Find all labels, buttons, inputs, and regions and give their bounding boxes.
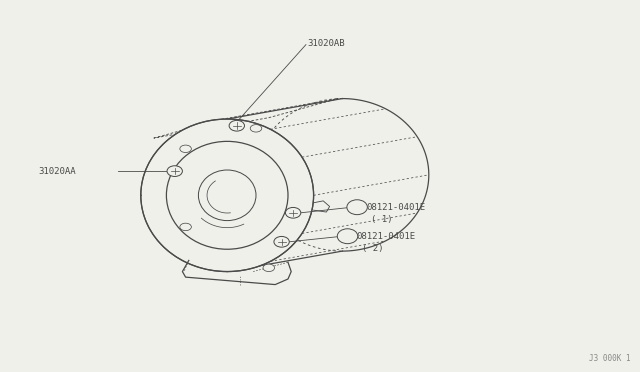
Text: ( 2): ( 2) [362,244,383,253]
Ellipse shape [274,237,289,247]
Text: 08121-0401E: 08121-0401E [356,232,415,241]
Ellipse shape [229,121,244,131]
Ellipse shape [285,208,301,218]
Text: ( 1): ( 1) [371,215,393,224]
Ellipse shape [347,200,367,215]
Text: B: B [345,232,350,241]
Ellipse shape [141,119,314,272]
Ellipse shape [337,229,358,244]
Text: B: B [355,203,360,212]
Ellipse shape [250,125,262,132]
Ellipse shape [180,145,191,153]
Ellipse shape [263,264,275,272]
Text: 08121-0401E: 08121-0401E [366,203,425,212]
Text: 31020AA: 31020AA [38,167,76,176]
Text: 31020AB: 31020AB [307,39,345,48]
Ellipse shape [167,166,182,176]
Text: J3 000K 1: J3 000K 1 [589,354,630,363]
Ellipse shape [180,223,191,231]
